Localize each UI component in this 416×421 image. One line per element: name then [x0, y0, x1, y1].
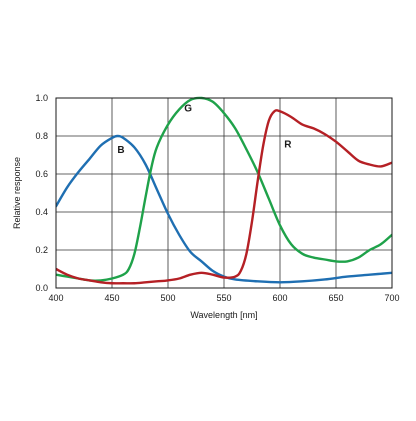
- y-tick-label: 0.0: [35, 283, 48, 293]
- x-axis-label: Wavelength [nm]: [190, 310, 257, 320]
- x-tick-label: 550: [216, 293, 231, 303]
- series-label-r: R: [284, 139, 292, 150]
- y-tick-label: 0.8: [35, 131, 48, 141]
- y-tick-label: 1.0: [35, 93, 48, 103]
- y-tick-label: 0.4: [35, 207, 48, 217]
- y-tick-label: 0.6: [35, 169, 48, 179]
- series-label-g: G: [184, 103, 192, 114]
- series-line-g: [56, 96, 392, 282]
- x-tick-label: 700: [384, 293, 399, 303]
- y-tick-label: 0.2: [35, 245, 48, 255]
- x-tick-label: 400: [48, 293, 63, 303]
- series-line-r: [56, 109, 392, 285]
- series-line-b: [56, 134, 392, 284]
- plot-frame: [55, 97, 393, 289]
- x-tick-label: 650: [328, 293, 343, 303]
- grid-layer: [56, 98, 392, 288]
- series-label-layer: B G R: [117, 103, 292, 156]
- series-label-b: B: [117, 145, 124, 156]
- x-tick-label: 600: [272, 293, 287, 303]
- series-layer: [56, 96, 392, 285]
- tick-label-layer: 400 450 500 550 600 650 700 0.0 0.2 0.4 0.6 0.8 1.0: [35, 93, 399, 303]
- y-axis-label: Relative response: [12, 157, 22, 229]
- x-tick-label: 450: [104, 293, 119, 303]
- x-tick-label: 500: [160, 293, 175, 303]
